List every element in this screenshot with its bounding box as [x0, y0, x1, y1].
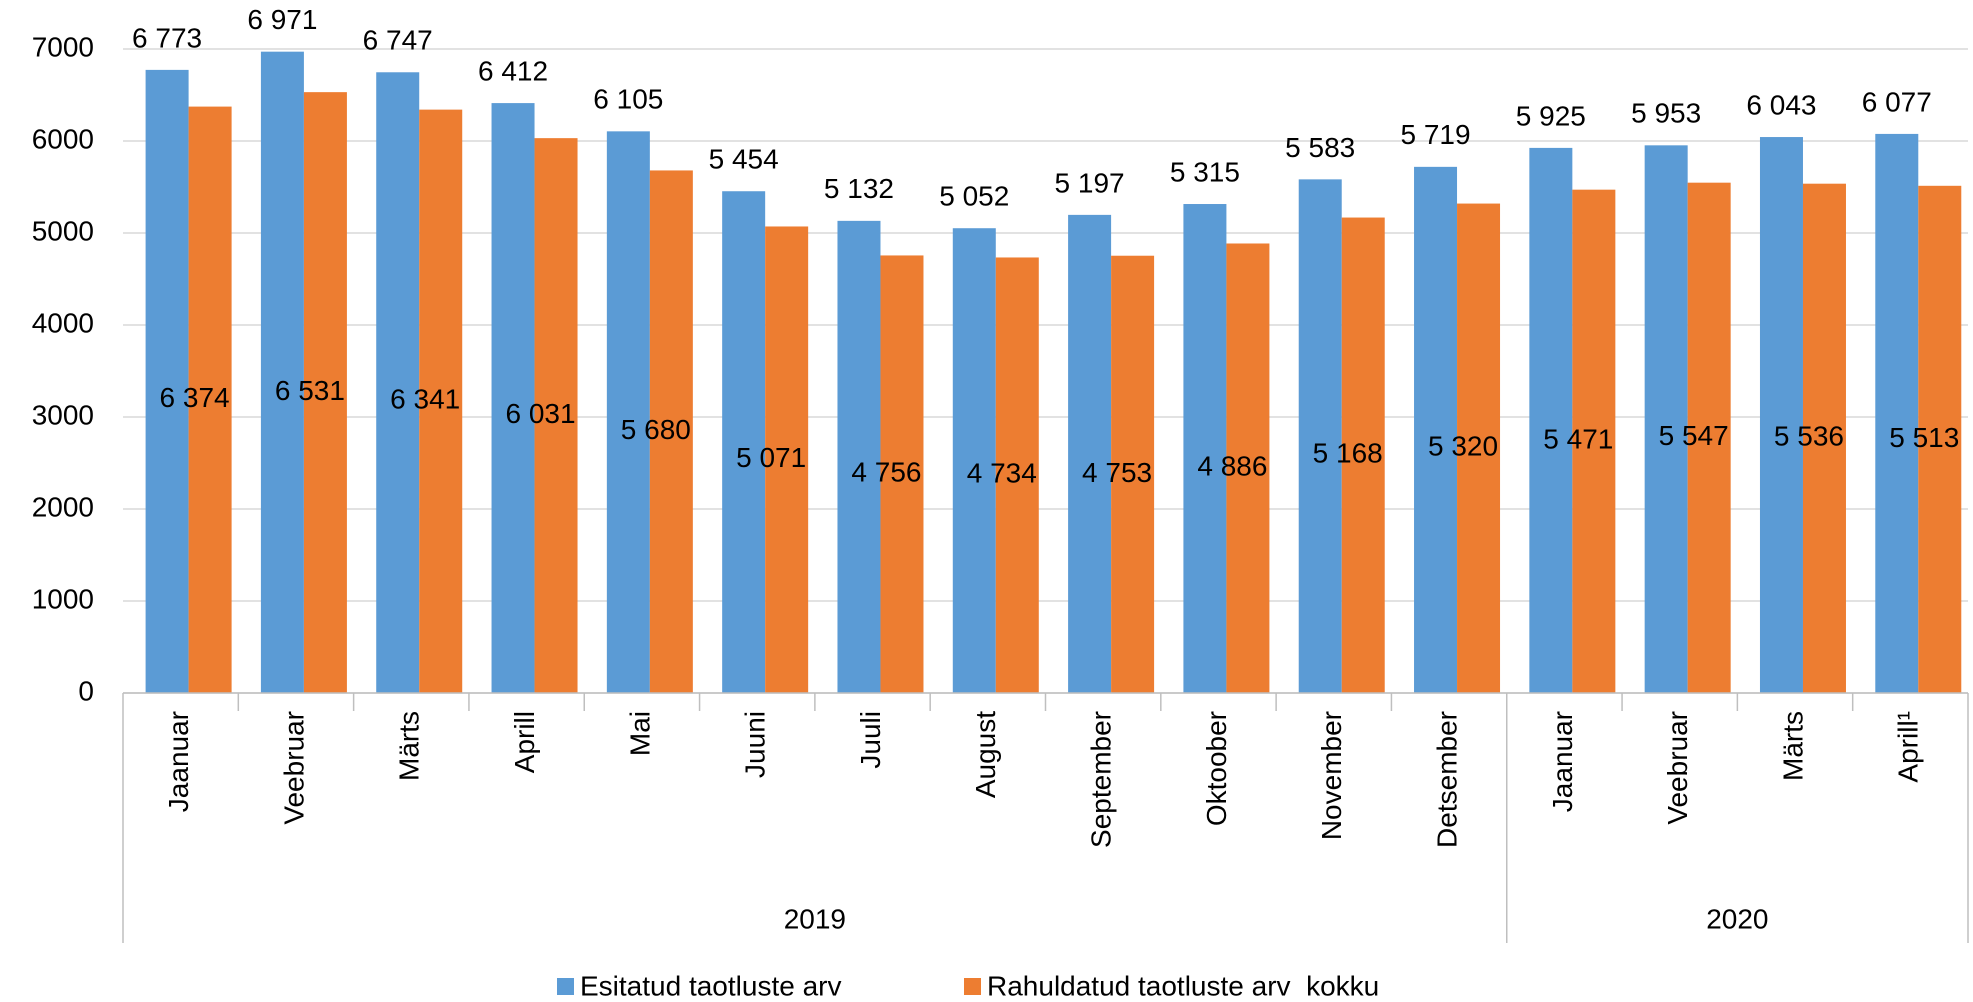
bar: [303, 92, 347, 693]
value-label: 5 536: [1774, 421, 1844, 452]
bar: [1572, 189, 1616, 693]
x-tick-label: Aprill: [509, 711, 540, 773]
value-label: 5 320: [1428, 431, 1498, 462]
value-label: 4 886: [1197, 451, 1267, 482]
bar: [722, 191, 766, 693]
y-tick-label: 6000: [32, 123, 94, 154]
bar: [880, 255, 924, 693]
value-label: 6 031: [505, 398, 575, 429]
x-tick-label: Detsember: [1431, 711, 1462, 848]
value-label: 5 168: [1313, 438, 1383, 469]
y-tick-label: 5000: [32, 215, 94, 246]
x-tick-label: August: [970, 711, 1001, 798]
x-tick-label: Veebruar: [278, 711, 309, 825]
legend-label: Esitatud taotluste arv: [580, 970, 841, 1001]
bar: [1918, 185, 1962, 693]
group-label: 2020: [1706, 903, 1768, 934]
bar: [1226, 243, 1270, 693]
y-tick-label: 4000: [32, 307, 94, 338]
value-label: 6 341: [390, 384, 460, 415]
bar: [1802, 183, 1846, 694]
bar: [1414, 166, 1458, 694]
value-label: 6 077: [1862, 86, 1932, 117]
bar: [606, 131, 650, 694]
legend-swatch: [964, 978, 981, 995]
x-tick-label: Jaanuar: [163, 711, 194, 812]
x-tick-label: Märts: [394, 711, 425, 781]
bar: [1111, 255, 1155, 693]
bar: [837, 220, 881, 693]
x-tick-label: Märts: [1777, 711, 1808, 781]
value-label: 6 374: [160, 382, 230, 413]
bar: [1298, 179, 1342, 693]
x-tick-label: Jaanuar: [1547, 711, 1578, 812]
value-label: 6 412: [478, 55, 548, 86]
x-tick-label: September: [1086, 711, 1117, 848]
bar: [765, 226, 809, 693]
bar: [1183, 204, 1227, 693]
bar: [188, 106, 232, 694]
bar: [1341, 217, 1385, 693]
bar: [534, 138, 578, 693]
bar: [376, 72, 420, 693]
value-label: 5 680: [621, 414, 691, 445]
value-label: 5 953: [1631, 98, 1701, 129]
value-label: 5 197: [1055, 167, 1125, 198]
y-tick-label: 1000: [32, 583, 94, 614]
bar: [1068, 214, 1112, 693]
x-tick-label: Mai: [624, 711, 655, 756]
value-label: 4 753: [1082, 457, 1152, 488]
value-label: 6 043: [1746, 89, 1816, 120]
legend-label: Rahuldatud taotluste arv kokku: [987, 970, 1379, 1001]
bar: [145, 69, 189, 693]
bar: [952, 228, 996, 693]
value-label: 5 132: [824, 173, 894, 204]
value-label: 5 454: [709, 144, 779, 175]
x-tick-label: Juuni: [740, 711, 771, 778]
bar: [491, 103, 535, 693]
value-label: 5 583: [1285, 132, 1355, 163]
value-label: 5 471: [1543, 424, 1613, 455]
bar: [1687, 182, 1731, 693]
x-tick-label: Aprill¹: [1893, 711, 1924, 783]
bar: [1529, 147, 1573, 693]
bar: [1875, 133, 1919, 693]
value-label: 5 052: [939, 181, 1009, 212]
value-label: 5 719: [1400, 119, 1470, 150]
bar: [1759, 137, 1803, 693]
x-tick-label: Oktoober: [1201, 711, 1232, 826]
y-tick-label: 2000: [32, 491, 94, 522]
legend-swatch: [557, 978, 574, 995]
bar: [419, 109, 463, 694]
value-label: 5 315: [1170, 156, 1240, 187]
y-tick-label: 3000: [32, 399, 94, 430]
x-tick-label: November: [1316, 711, 1347, 840]
group-label: 2019: [784, 903, 846, 934]
value-label: 6 747: [363, 25, 433, 56]
value-label: 6 105: [593, 84, 663, 115]
bar: [995, 257, 1039, 693]
value-label: 5 925: [1516, 100, 1586, 131]
value-label: 5 513: [1889, 422, 1959, 453]
bar: [649, 170, 693, 693]
bar: [1457, 203, 1501, 693]
value-label: 4 756: [851, 457, 921, 488]
value-label: 6 773: [132, 22, 202, 53]
bar: [1644, 145, 1688, 694]
value-label: 4 734: [967, 458, 1037, 489]
x-tick-label: Veebruar: [1662, 711, 1693, 825]
y-tick-label: 7000: [32, 31, 94, 62]
x-tick-label: Juuli: [855, 711, 886, 769]
value-label: 6 971: [247, 4, 317, 35]
value-label: 5 071: [736, 442, 806, 473]
value-label: 5 547: [1659, 420, 1729, 451]
y-tick-label: 0: [78, 675, 94, 706]
bar: [260, 51, 304, 694]
value-label: 6 531: [275, 375, 345, 406]
